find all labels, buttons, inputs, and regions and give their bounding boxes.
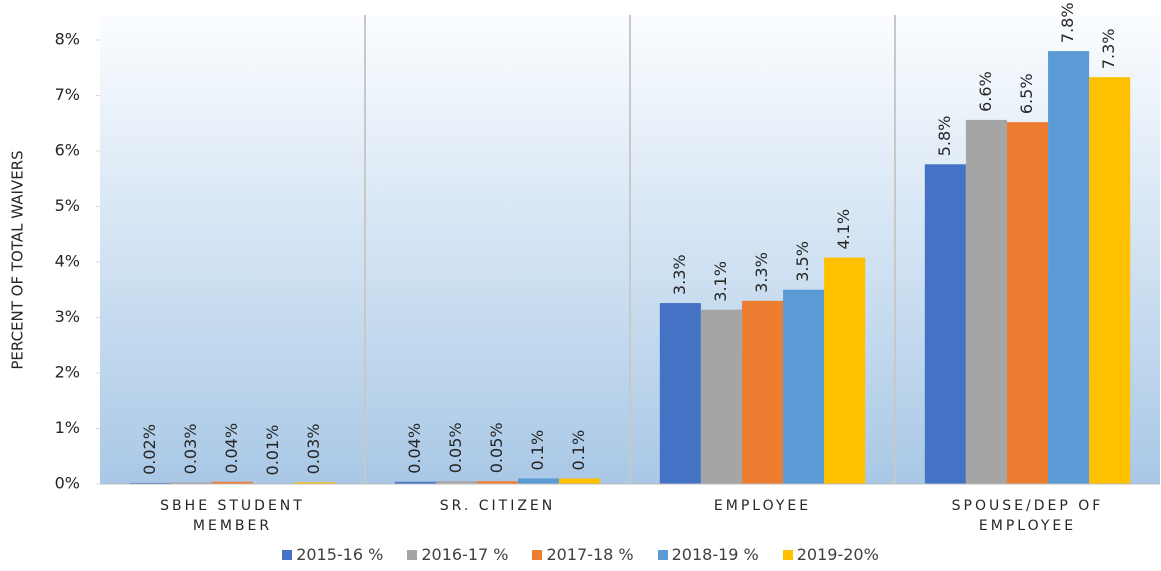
- data-label: 0.01%: [263, 425, 282, 476]
- data-label: 4.1%: [834, 209, 853, 250]
- bar: [1089, 77, 1131, 484]
- legend-label: 2017-18 %: [546, 545, 634, 564]
- bar: [435, 481, 477, 484]
- y-tick-label: 1%: [55, 418, 80, 437]
- legend-label: 2016-17 %: [421, 545, 509, 564]
- y-tick-label: 2%: [55, 362, 80, 381]
- data-label: 3.1%: [711, 261, 730, 302]
- y-tick-label: 3%: [55, 307, 80, 326]
- legend-swatch: [407, 549, 418, 560]
- legend-swatch: [282, 549, 293, 560]
- bar: [965, 119, 1007, 485]
- legend-item: 2018-19 %: [657, 545, 759, 564]
- bar: [394, 481, 436, 484]
- data-label: 0.04%: [222, 423, 241, 474]
- legend-swatch: [532, 549, 543, 560]
- bar: [741, 300, 784, 484]
- y-tick-label: 6%: [55, 140, 80, 159]
- data-label: 0.02%: [140, 424, 159, 475]
- legend-item: 2015-16 %: [282, 545, 383, 564]
- data-label: 0.03%: [304, 424, 323, 475]
- legend-label: 2019-20%: [796, 545, 879, 564]
- data-label: 0.1%: [528, 430, 547, 471]
- bar: [476, 481, 519, 484]
- data-label: 3.3%: [670, 254, 689, 295]
- y-tick-label: 5%: [55, 196, 80, 215]
- y-tick-label: 4%: [55, 251, 80, 270]
- bar: [129, 482, 171, 484]
- bar: [659, 303, 701, 484]
- legend-item: 2017-18 %: [532, 545, 634, 564]
- data-label: 7.3%: [1099, 29, 1118, 70]
- y-axis-title: PERCENT OF TOTAL WAIVERS: [9, 150, 27, 369]
- bar: [294, 482, 336, 484]
- data-label: 0.05%: [487, 422, 506, 473]
- data-label: 0.05%: [446, 422, 465, 473]
- y-tick-label: 8%: [55, 29, 80, 48]
- legend-item: 2016-17 %: [407, 545, 508, 564]
- y-tick-label: 0%: [55, 474, 80, 493]
- legend-label: 2015-16 %: [296, 545, 384, 564]
- data-label: 0.1%: [569, 430, 588, 471]
- x-tick-label: SPOUSE/DEP OF EMPLOYEE: [951, 498, 1104, 534]
- bar: [518, 478, 560, 484]
- x-tick-label: EMPLOYEE: [713, 498, 812, 514]
- bar: [924, 164, 966, 484]
- bar: [783, 289, 825, 484]
- legend-label: 2018-19 %: [671, 545, 759, 564]
- data-label: 0.03%: [181, 424, 200, 475]
- data-label: 0.04%: [405, 423, 424, 474]
- x-tick-label: SR. CITIZEN: [439, 498, 556, 514]
- bar: [559, 478, 601, 484]
- bar: [700, 309, 742, 484]
- data-label: 5.8%: [935, 116, 954, 157]
- x-tick-label: SBHE STUDENT MEMBER: [160, 498, 305, 534]
- bar: [1048, 51, 1090, 484]
- legend-item: 2019-20%: [782, 545, 879, 564]
- data-label: 3.3%: [752, 252, 771, 293]
- data-label: 6.6%: [976, 71, 995, 112]
- legend-swatch: [657, 549, 668, 560]
- bar: [1006, 122, 1049, 484]
- legend-swatch: [782, 549, 793, 560]
- data-label: 7.8%: [1058, 2, 1077, 43]
- data-label: 6.5%: [1017, 73, 1036, 114]
- bar: [170, 482, 212, 484]
- data-label: 3.5%: [793, 241, 812, 282]
- bar: [824, 257, 866, 484]
- legend: 2015-16 % 2016-17 % 2017-18 % 2018-19 % 2019…: [0, 545, 1161, 564]
- bar: [211, 481, 254, 484]
- y-tick-label: 7%: [55, 85, 80, 104]
